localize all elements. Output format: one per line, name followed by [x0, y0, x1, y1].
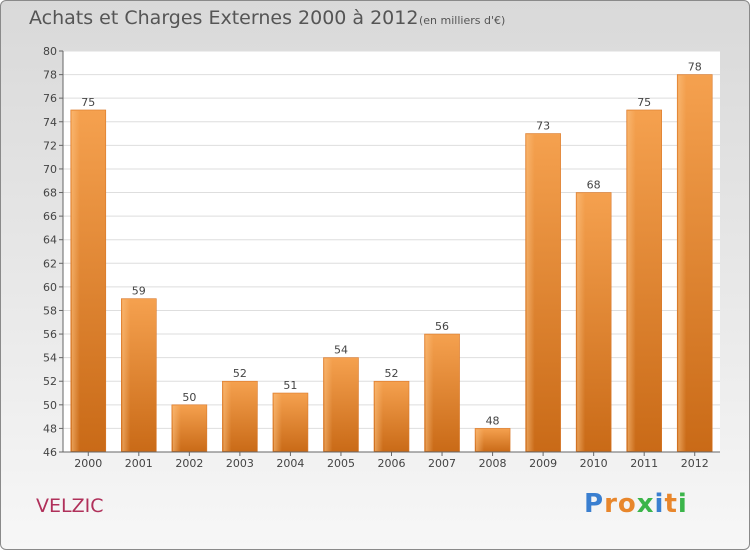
y-tick-label: 56 — [43, 328, 57, 341]
bar-value-label: 59 — [132, 285, 146, 298]
bar-value-label: 75 — [637, 96, 651, 109]
bar-value-label: 48 — [486, 414, 500, 427]
bar-highlight — [526, 134, 535, 451]
y-tick-label: 72 — [43, 139, 57, 152]
x-tick-label: 2005 — [327, 457, 355, 470]
bar-highlight — [678, 75, 687, 452]
x-tick-label: 2001 — [125, 457, 153, 470]
y-tick-label: 76 — [43, 92, 57, 105]
bar-value-label: 73 — [536, 120, 550, 133]
bar-highlight — [627, 110, 636, 452]
logo-letter: r — [604, 489, 618, 519]
bar-value-label: 52 — [233, 367, 247, 380]
bar-value-label: 51 — [283, 379, 297, 392]
y-tick-label: 80 — [43, 45, 57, 58]
logo-letter: x — [636, 489, 655, 519]
logo-letter: i — [677, 489, 688, 519]
logo-letter: P — [584, 489, 605, 519]
y-tick-label: 62 — [43, 257, 57, 270]
x-tick-label: 2010 — [580, 457, 608, 470]
bar-highlight — [324, 358, 333, 451]
chart-subtitle: (en milliers d'€) — [419, 14, 506, 27]
y-tick-label: 70 — [43, 163, 57, 176]
x-tick-label: 2006 — [378, 457, 406, 470]
y-tick-label: 48 — [43, 422, 57, 435]
bar-highlight — [172, 405, 181, 451]
y-tick-label: 54 — [43, 352, 57, 365]
bar-value-label: 75 — [81, 96, 95, 109]
bar-highlight — [375, 382, 383, 451]
y-tick-label: 74 — [43, 116, 57, 129]
x-tick-label: 2009 — [529, 457, 557, 470]
y-tick-label: 58 — [43, 304, 57, 317]
y-tick-label: 60 — [43, 281, 57, 294]
bar-value-label: 56 — [435, 320, 449, 333]
logo-letter: i — [654, 489, 665, 519]
bar-value-label: 52 — [385, 367, 399, 380]
x-tick-label: 2007 — [428, 457, 456, 470]
y-tick-label: 52 — [43, 375, 57, 388]
x-tick-label: 2012 — [681, 457, 709, 470]
bar-highlight — [71, 110, 80, 452]
x-tick-label: 2003 — [226, 457, 254, 470]
x-tick-label: 2000 — [74, 457, 102, 470]
bar-value-label: 68 — [587, 179, 601, 192]
bar-highlight — [223, 382, 232, 451]
logo-letter: t — [664, 489, 678, 519]
location-name: VELZIC — [36, 495, 104, 517]
bar-highlight — [476, 429, 485, 451]
y-tick-label: 64 — [43, 234, 57, 247]
bar-value-label: 78 — [688, 61, 702, 74]
chart-title: Achats et Charges Externes 2000 à 2012 — [29, 7, 419, 29]
bar-highlight — [577, 193, 586, 451]
y-tick-label: 68 — [43, 187, 57, 200]
y-tick-label: 66 — [43, 210, 57, 223]
logo-letter: o — [617, 489, 637, 519]
bar-highlight — [425, 335, 434, 451]
x-tick-label: 2011 — [630, 457, 658, 470]
bar-highlight — [122, 299, 131, 451]
bar-highlight — [273, 394, 282, 451]
proxiti-logo: Proxiti — [584, 489, 688, 519]
y-tick-label: 78 — [43, 69, 57, 82]
x-tick-label: 2002 — [175, 457, 203, 470]
x-tick-label: 2004 — [276, 457, 304, 470]
x-tick-label: 2008 — [479, 457, 507, 470]
y-tick-label: 50 — [43, 399, 57, 412]
y-tick-label: 46 — [43, 446, 57, 459]
bar-value-label: 50 — [182, 391, 196, 404]
bar-value-label: 54 — [334, 344, 348, 357]
